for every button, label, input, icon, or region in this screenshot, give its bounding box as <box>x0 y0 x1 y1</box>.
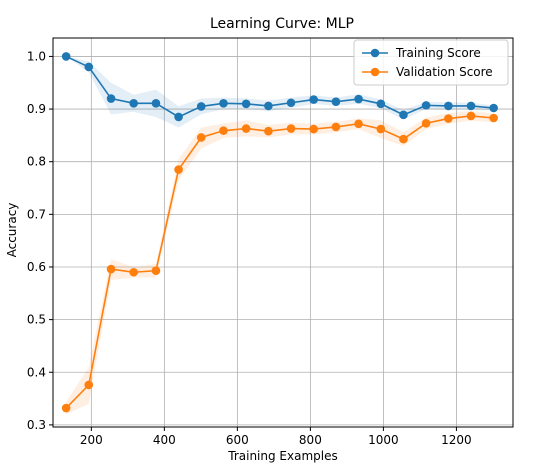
validation-score-point <box>309 124 318 134</box>
error-bands <box>66 56 494 415</box>
x-tick-label: 1000 <box>368 433 399 447</box>
validation-score-point <box>376 124 386 134</box>
y-tick-label: 0.6 <box>27 260 46 274</box>
validation-score-point <box>241 124 251 133</box>
validation-score-point <box>151 266 161 275</box>
training-score-point <box>241 99 251 109</box>
training-score-point <box>174 112 183 122</box>
validation-score-point <box>489 113 498 123</box>
x-tick-label: 400 <box>153 433 176 447</box>
validation-score-point <box>84 380 94 390</box>
validation-score-point <box>466 111 476 121</box>
x-tick-label: 1200 <box>441 433 472 447</box>
training-score-legend-label: Training Score <box>395 46 481 60</box>
training-score-point <box>309 95 318 104</box>
y-tick-label: 0.4 <box>27 365 46 379</box>
training-score-point <box>61 52 71 61</box>
training-score-point <box>151 98 161 108</box>
validation-score-line <box>65 115 494 409</box>
training-score-point <box>466 101 476 111</box>
x-tick-label: 800 <box>299 433 322 447</box>
validation-score-point <box>331 122 341 132</box>
x-axis-label: Training Examples <box>227 449 337 463</box>
training-score-band <box>66 56 494 128</box>
training-score-point <box>421 101 431 110</box>
x-tick-label: 600 <box>226 433 249 447</box>
training-score-point <box>331 97 341 106</box>
training-score-point <box>196 102 206 111</box>
y-tick-label: 1.0 <box>27 49 46 63</box>
training-score-point <box>286 98 296 108</box>
validation-score-legend-marker <box>370 67 380 77</box>
plot-frame <box>52 37 514 428</box>
training-score-point <box>84 62 94 72</box>
validation-score-point <box>421 118 431 128</box>
x-tick-label: 200 <box>80 433 103 447</box>
y-tick-label: 0.3 <box>27 418 46 432</box>
training-score-point <box>354 94 363 104</box>
training-score-point <box>129 98 138 108</box>
y-tick-label: 0.9 <box>27 102 46 116</box>
training-score-point <box>444 101 453 111</box>
validation-score-point <box>196 133 206 142</box>
legend: Training Score Validation Score <box>353 39 509 86</box>
validation-score-point <box>61 403 71 413</box>
training-score-point <box>264 101 273 111</box>
training-score-point <box>376 99 386 109</box>
y-axis-label: Accuracy <box>5 203 19 258</box>
validation-score-point <box>286 124 296 133</box>
training-score-point <box>489 103 498 113</box>
axis-ticks: 200 400 600 800 1000 1200 0.3 0.4 0.5 0.6 0.7 0.8 0.… <box>27 49 472 447</box>
validation-score-point <box>106 264 116 274</box>
validation-score-point <box>219 126 228 135</box>
validation-score-point <box>174 165 183 174</box>
y-tick-label: 0.7 <box>27 207 46 221</box>
training-score-legend-marker <box>370 48 380 58</box>
training-score-point <box>106 94 116 103</box>
validation-score-point <box>444 114 453 123</box>
validation-score-point <box>264 126 273 136</box>
validation-score-legend-label: Validation Score <box>396 65 493 79</box>
legend-box <box>353 39 509 86</box>
validation-score-point <box>354 119 363 129</box>
y-tick-label: 0.5 <box>27 313 46 327</box>
validation-score-point <box>129 267 138 277</box>
validation-score-band <box>66 111 494 415</box>
validation-score-point <box>399 134 408 144</box>
training-score-point <box>219 98 228 108</box>
chart-title: Learning Curve: MLP <box>210 16 354 32</box>
series-lines <box>61 52 498 413</box>
y-tick-label: 0.8 <box>27 155 46 169</box>
training-score-point <box>399 110 408 120</box>
